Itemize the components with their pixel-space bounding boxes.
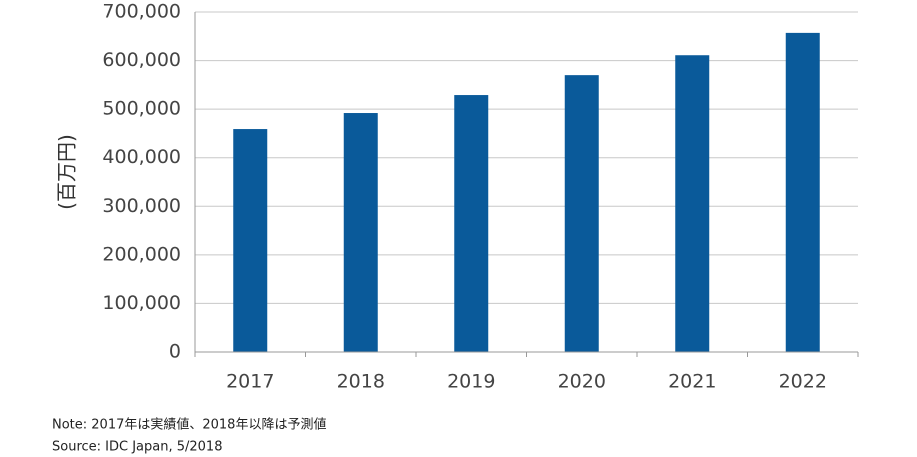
y-tick-label: 200,000 bbox=[102, 243, 181, 265]
y-tick-label: 0 bbox=[169, 341, 181, 363]
bar bbox=[564, 75, 599, 353]
x-tick-label: 2019 bbox=[447, 371, 495, 393]
bar bbox=[785, 32, 820, 353]
bar bbox=[675, 55, 710, 352]
y-axis-label: (百万円) bbox=[55, 134, 79, 210]
x-tick-label: 2020 bbox=[558, 371, 606, 393]
x-tick-label: 2017 bbox=[226, 371, 274, 393]
y-tick-label: 100,000 bbox=[102, 292, 181, 314]
x-tick-label: 2022 bbox=[779, 371, 827, 393]
bar bbox=[454, 95, 489, 353]
y-tick-label: 700,000 bbox=[102, 1, 181, 23]
source: Source: IDC Japan, 5/2018 bbox=[52, 440, 222, 455]
x-tick-label: 2018 bbox=[337, 371, 385, 393]
bar bbox=[343, 113, 378, 353]
y-tick-label: 300,000 bbox=[102, 195, 181, 217]
note: Note: 2017年は実績値、2018年以降は予測値 bbox=[52, 417, 326, 433]
y-tick-label: 400,000 bbox=[102, 146, 181, 168]
bar bbox=[233, 129, 268, 352]
y-tick-label: 600,000 bbox=[102, 49, 181, 71]
x-tick-label: 2021 bbox=[668, 371, 716, 393]
y-tick-label: 500,000 bbox=[102, 98, 181, 120]
